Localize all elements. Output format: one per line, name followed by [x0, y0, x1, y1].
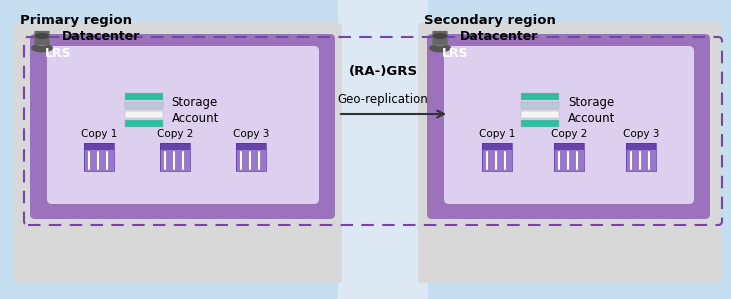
Bar [160, 143, 190, 150]
FancyBboxPatch shape [444, 46, 694, 204]
Bar [160, 143, 190, 171]
Text: Copy 3: Copy 3 [623, 129, 659, 139]
FancyBboxPatch shape [433, 31, 447, 45]
Ellipse shape [31, 44, 53, 52]
Bar [236, 143, 266, 150]
Bar [125, 111, 163, 118]
Text: Copy 2: Copy 2 [157, 129, 193, 139]
Bar [125, 120, 163, 127]
Text: Copy 2: Copy 2 [551, 129, 587, 139]
Text: Copy 3: Copy 3 [233, 129, 269, 139]
Text: Account: Account [568, 112, 616, 125]
Text: Primary region: Primary region [20, 14, 132, 27]
Ellipse shape [35, 33, 49, 39]
Bar [521, 93, 559, 100]
Bar [521, 120, 559, 127]
Bar [338, 0, 428, 299]
Ellipse shape [433, 33, 447, 39]
Bar [84, 143, 114, 150]
Bar [482, 143, 512, 150]
FancyBboxPatch shape [14, 23, 342, 283]
Bar [236, 143, 266, 171]
Text: LRS: LRS [45, 47, 72, 60]
Text: Secondary region: Secondary region [424, 14, 556, 27]
Bar [521, 111, 559, 118]
Text: LRS: LRS [442, 47, 469, 60]
Bar [554, 143, 584, 171]
Bar [236, 143, 266, 171]
Bar [554, 143, 584, 150]
Text: Storage: Storage [568, 96, 615, 109]
Bar [125, 102, 163, 109]
Bar [482, 143, 512, 171]
FancyBboxPatch shape [427, 34, 710, 219]
Text: Account: Account [172, 112, 219, 125]
Bar [84, 143, 114, 171]
Bar [365, 0, 731, 299]
Text: Storage: Storage [172, 96, 218, 109]
Bar [0, 0, 365, 299]
Text: Geo-replication: Geo-replication [338, 92, 428, 106]
Bar [554, 143, 584, 171]
FancyBboxPatch shape [34, 31, 50, 45]
Bar [160, 143, 190, 171]
FancyBboxPatch shape [418, 23, 721, 283]
Bar [125, 93, 163, 100]
Ellipse shape [429, 44, 451, 52]
Text: Copy 1: Copy 1 [479, 129, 515, 139]
Ellipse shape [33, 38, 51, 46]
FancyBboxPatch shape [30, 34, 335, 219]
Bar [482, 143, 512, 171]
Bar [626, 143, 656, 171]
Text: Datacenter: Datacenter [460, 30, 538, 43]
FancyBboxPatch shape [47, 46, 319, 204]
Bar [521, 102, 559, 109]
Text: (RA-)GRS: (RA-)GRS [349, 65, 417, 77]
Ellipse shape [431, 38, 450, 46]
Bar [626, 143, 656, 150]
Text: Datacenter: Datacenter [62, 30, 140, 43]
Bar [626, 143, 656, 171]
Text: Copy 1: Copy 1 [81, 129, 118, 139]
Bar [84, 143, 114, 171]
